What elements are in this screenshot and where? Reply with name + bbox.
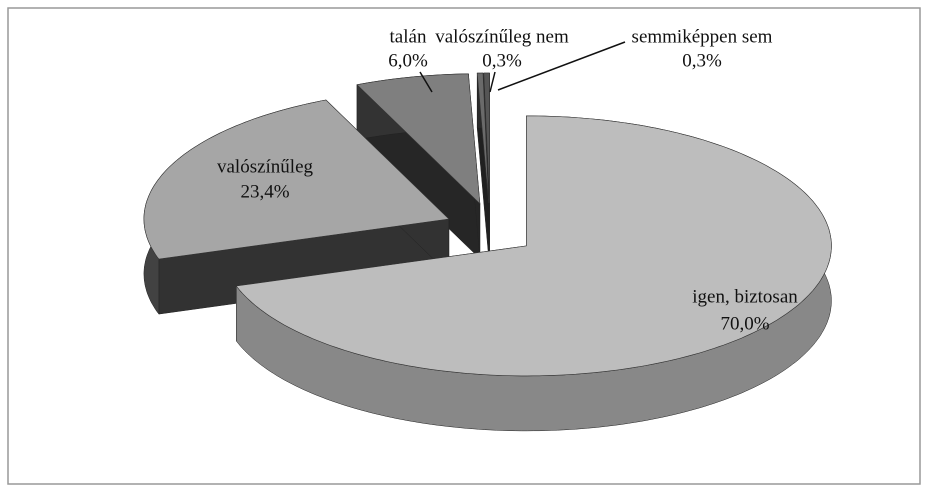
- slice-value-label: 0,3%: [682, 50, 722, 71]
- slice-category-label: valószínűleg nem: [435, 26, 569, 47]
- slice-category-label: semmiképpen sem: [632, 26, 773, 47]
- leader-line: [497, 41, 626, 91]
- slice-top: [143, 99, 450, 260]
- slice-top: [235, 115, 832, 377]
- labels: igen, biztosan 70,0% valószínűleg 23,4% talá…: [217, 26, 798, 334]
- slice-value-label: 70,0%: [720, 313, 769, 334]
- pie: [143, 72, 832, 432]
- slice-top: [476, 72, 489, 204]
- slice-value-label: 23,4%: [240, 181, 289, 202]
- slice-top: [483, 72, 490, 204]
- slice-category-label: talán: [390, 26, 427, 47]
- slice-value-label: 6,0%: [388, 50, 428, 71]
- slice-top: [356, 73, 481, 205]
- leader-line: [489, 71, 496, 93]
- slice-value-label: 0,3%: [482, 50, 522, 71]
- slice-category-label: igen, biztosan: [692, 286, 798, 307]
- slice-category-label: valószínűleg: [217, 156, 314, 177]
- leader-line: [419, 71, 433, 93]
